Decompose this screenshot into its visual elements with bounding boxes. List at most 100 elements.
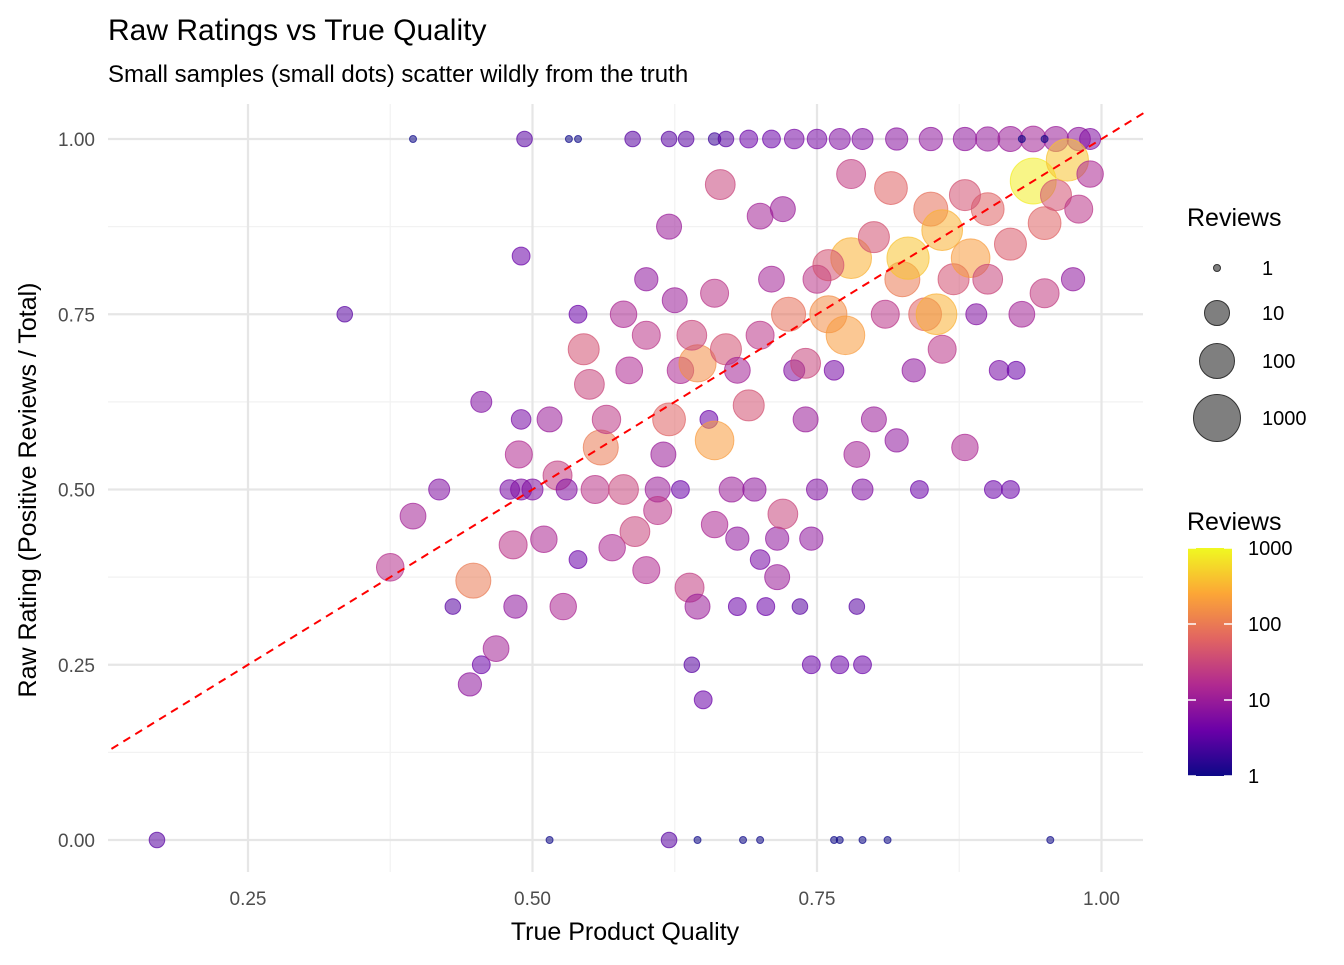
data-point: [718, 476, 745, 503]
data-point: [883, 836, 892, 844]
data-point: [739, 129, 759, 149]
data-point: [901, 358, 926, 383]
colorbar-label: 1000: [1248, 538, 1293, 560]
data-point: [884, 428, 909, 453]
data-point: [631, 320, 661, 350]
data-point: [910, 480, 929, 499]
data-point: [591, 404, 622, 435]
data-point: [1006, 360, 1026, 380]
data-point: [661, 287, 688, 314]
data-point: [1040, 135, 1049, 143]
data-point: [742, 477, 767, 502]
data-point: [684, 593, 711, 620]
data-point: [756, 836, 765, 844]
data-point: [457, 672, 483, 697]
data-point: [725, 526, 750, 551]
y-axis-ticks: 0.00 0.25 0.50 0.75 1.00: [58, 130, 95, 852]
data-point: [1039, 179, 1072, 212]
data-point: [652, 402, 686, 437]
data-point: [918, 126, 943, 152]
y-tick-label: 0.50: [58, 481, 95, 502]
data-point: [660, 130, 678, 148]
data-point: [608, 474, 639, 505]
data-point: [409, 135, 418, 143]
y-axis-label: Raw Rating (Positive Reviews / Total): [14, 283, 42, 698]
data-point: [853, 655, 872, 675]
data-point: [660, 831, 678, 849]
data-point: [1008, 300, 1036, 328]
data-point: [732, 389, 765, 422]
data-point: [762, 129, 781, 149]
data-point: [470, 390, 493, 413]
data-point: [619, 516, 651, 547]
data-point: [503, 594, 528, 619]
data-point: [498, 530, 528, 560]
chart-subtitle: Small samples (small dots) scatter wildl…: [108, 61, 688, 88]
data-point: [799, 526, 824, 551]
data-point: [836, 159, 867, 190]
size-legend-label: 1: [1262, 258, 1273, 280]
data-point: [843, 441, 871, 468]
data-point: [545, 836, 554, 844]
colorbar-label: 10: [1248, 690, 1270, 712]
data-point: [567, 333, 600, 366]
x-tick-label: 1.00: [1083, 889, 1120, 910]
data-point: [650, 441, 677, 468]
data-point: [676, 319, 708, 351]
data-point: [677, 130, 695, 148]
data-point: [1076, 160, 1104, 188]
x-tick-label: 0.75: [799, 889, 836, 910]
data-point: [952, 126, 978, 152]
data-point: [444, 598, 462, 615]
data-point: [471, 655, 491, 675]
data-point: [624, 130, 641, 148]
data-point: [983, 480, 1003, 499]
data-point: [792, 406, 819, 433]
data-point: [783, 128, 805, 150]
data-point: [835, 836, 844, 844]
data-point: [874, 171, 908, 205]
data-point: [700, 510, 729, 539]
data-point: [769, 196, 796, 223]
size-legend: Reviews 1 10 100 1000: [1187, 204, 1307, 442]
data-point: [516, 130, 533, 148]
data-point: [771, 296, 807, 332]
data-point: [634, 267, 659, 292]
data-point: [511, 246, 531, 266]
data-point: [758, 265, 785, 293]
data-point: [885, 127, 909, 151]
data-point: [764, 564, 791, 591]
data-point: [564, 135, 573, 143]
size-legend-key: [1193, 394, 1241, 442]
data-point: [1060, 267, 1086, 292]
data-point: [598, 533, 626, 562]
data-point: [921, 209, 964, 251]
data-point: [1027, 206, 1062, 241]
data-point: [643, 496, 673, 526]
data-point: [915, 293, 958, 336]
data-point: [693, 836, 702, 844]
size-legend-label: 100: [1262, 351, 1295, 373]
data-point: [1029, 278, 1060, 309]
data-point: [428, 478, 451, 501]
data-point: [671, 480, 690, 499]
data-point: [510, 409, 532, 430]
x-tick-label: 0.50: [514, 889, 551, 910]
data-point: [857, 221, 890, 254]
data-point: [830, 655, 850, 675]
data-point: [1001, 480, 1020, 499]
data-point: [148, 831, 166, 849]
data-point: [886, 236, 930, 280]
data-point: [988, 360, 1010, 381]
data-point: [656, 213, 683, 240]
data-point: [336, 305, 354, 323]
size-legend-key: [1213, 264, 1221, 272]
data-point: [765, 526, 790, 551]
data-point: [805, 478, 829, 501]
data-point: [1017, 135, 1026, 143]
colorbar: [1188, 548, 1232, 776]
chart-title: Raw Ratings vs True Quality: [108, 14, 486, 47]
data-point: [745, 320, 775, 350]
reference-line: [110, 110, 1148, 750]
